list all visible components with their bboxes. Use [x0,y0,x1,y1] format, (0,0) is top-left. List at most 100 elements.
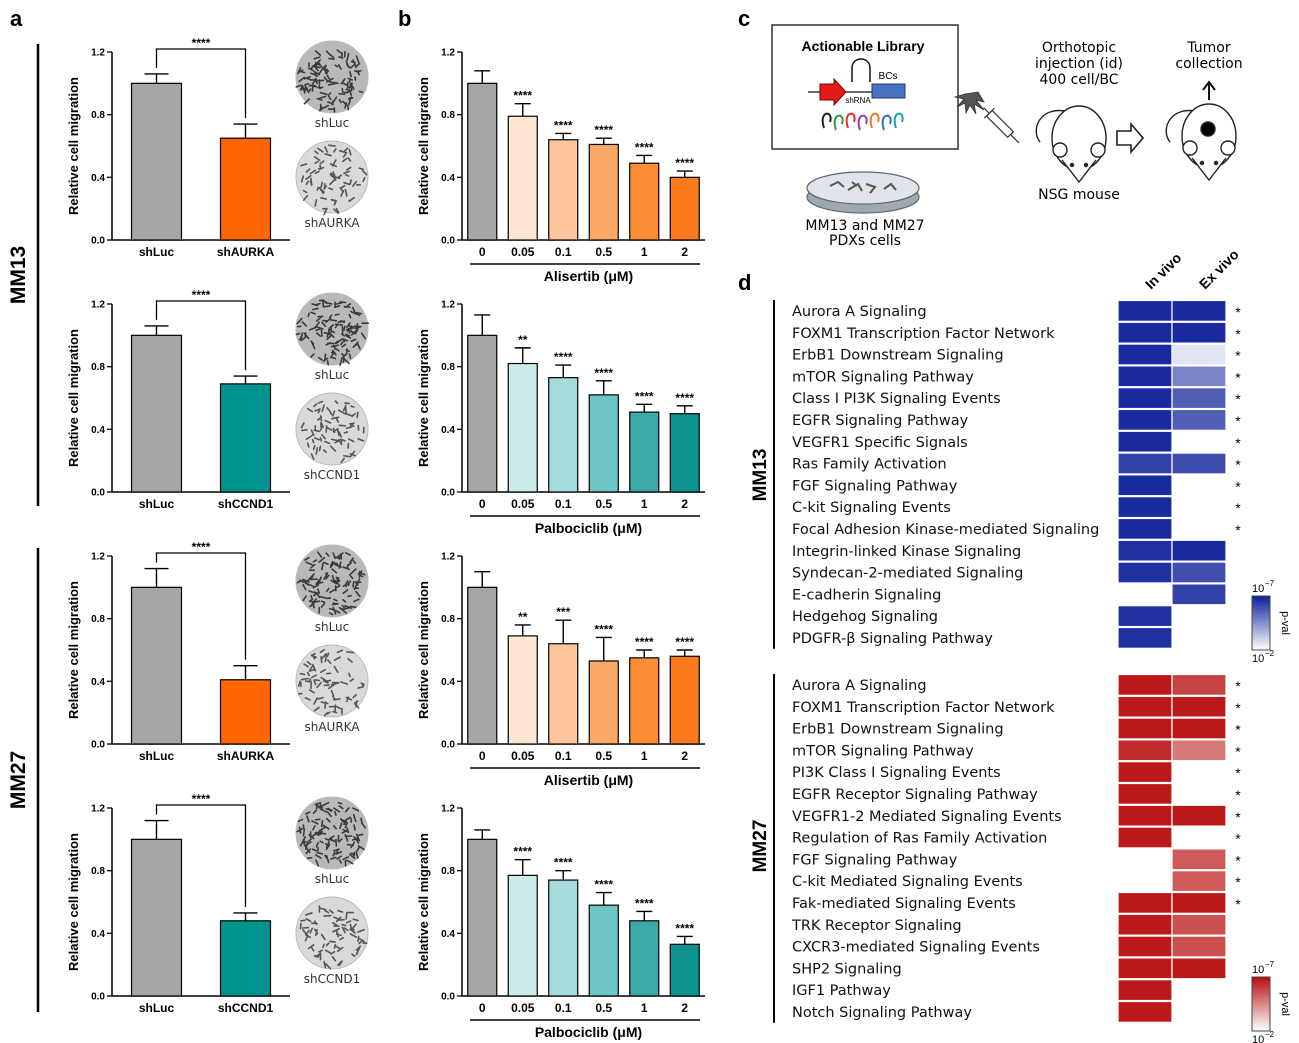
colony-cell [326,810,332,818]
colony-cell [335,556,341,560]
colony-cell [301,321,308,327]
colony-cell [355,590,361,598]
colony-cell [345,920,352,924]
x-tick-label: 1 [641,1001,648,1015]
colony-label: shLuc [315,368,350,382]
colony-cell [300,87,309,90]
x-tick-label: 0.5 [595,497,612,511]
heatmap-cell [1171,848,1227,871]
heatmap-cell [1117,299,1173,322]
colony-cell [343,454,350,458]
significance-star: * [1235,831,1241,847]
library-hairpins-icon [821,112,904,131]
colony-cell [320,181,324,189]
colony-cell [312,824,316,831]
colony-cell [299,672,306,676]
colony-cell [313,403,318,408]
colony-cell [342,338,349,342]
colony-cell [306,671,310,677]
colony-cell [305,912,313,916]
heatmap-cell [1117,826,1173,849]
colorbar [1251,976,1271,1032]
colony-cell [343,181,350,186]
colony-cell [305,811,311,815]
pathway-label: SHP2 Signaling [792,961,902,977]
colony-cell [302,579,307,585]
heatmap-cell [1117,935,1173,958]
colony-cell [326,329,330,338]
colony-cell [326,406,330,411]
colony-cell [334,440,341,444]
colorbar [1251,595,1271,651]
heatmap-cell [1117,695,1173,718]
colony-cell [352,813,357,823]
colony-cell [338,56,344,59]
significance-star: * [1235,413,1241,429]
significance-star: * [1235,369,1241,385]
colony-cell [345,334,352,339]
pathway-label: FGF Signaling Pathway [792,852,958,868]
colony-label: shCCND1 [304,972,360,986]
chart-b3: 0.0 0.4 0.8 1.2 Relative cell migration 0 0.05… [416,552,705,788]
heatmap-cell [1117,913,1173,936]
significance-star: * [1235,896,1241,912]
colony-cell [310,654,318,659]
colony-cell [321,652,328,659]
colony-cell [346,104,350,111]
colony-cell [303,98,311,105]
colony-cell [313,679,317,686]
colony-cell [327,144,336,147]
pathway-label: FOXM1 Transcription Factor Network [792,700,1055,716]
y-tick-label: 1.2 [441,804,455,815]
colony-cell [317,356,323,361]
colony-cell [320,602,326,608]
colony-cell [302,828,306,837]
significance-star: * [1235,391,1241,407]
colony-cell [336,576,340,583]
group-label-mm27: MM27 [7,751,30,809]
colony-cell [358,570,363,579]
x-tick-label: shCCND1 [218,1001,274,1015]
heatmap-cell [1117,626,1173,649]
x-tick-label: shLuc [139,245,175,259]
colony-cell [321,299,328,304]
colony-cell [309,600,316,604]
colony-cell [335,933,342,937]
colony-cell [314,170,320,175]
heatmap-cell [1171,321,1227,344]
heatmap-cell [1117,761,1173,784]
collection-arrow-icon [1202,80,1216,100]
colony-cell [349,82,355,91]
heatmap-group-label: MM27 [750,820,771,873]
colony-cell [352,807,360,812]
colony-cell [355,311,363,315]
colony-cell [304,556,310,561]
colony-cell [350,332,356,336]
y-tick-label: 0.8 [91,110,105,121]
colony-cell [300,677,310,681]
pathway-label: FGF Signaling Pathway [792,478,958,494]
colony-cell [336,855,342,860]
group-label-mm13: MM13 [7,246,30,304]
colony-cell [298,336,303,341]
colony-cell [346,561,353,567]
significance-bracket [155,48,247,119]
colorbar-top-exponent: −7 [1265,960,1275,969]
colony-cell [311,820,319,825]
colony-cell [315,326,324,330]
colorbar-title: p-val [1279,992,1291,1016]
heatmap-column-label: Ex vivo [1196,246,1242,292]
significance-star: * [1235,435,1241,451]
panel-letter-b: b [398,6,411,31]
shrna-label: shRNA [845,96,871,105]
significance-label: **** [675,921,694,935]
colony-cell [348,353,352,360]
colony-cell [320,933,326,941]
colony-cell [355,341,359,346]
colony-cell [348,196,355,203]
colony-cell [358,939,364,945]
pathway-label: mTOR Signaling Pathway [792,743,974,759]
colorbar-top-exponent: −7 [1265,579,1275,588]
pathway-label: Syndecan-2-mediated Signaling [792,566,1023,582]
colony-cell [349,90,352,97]
